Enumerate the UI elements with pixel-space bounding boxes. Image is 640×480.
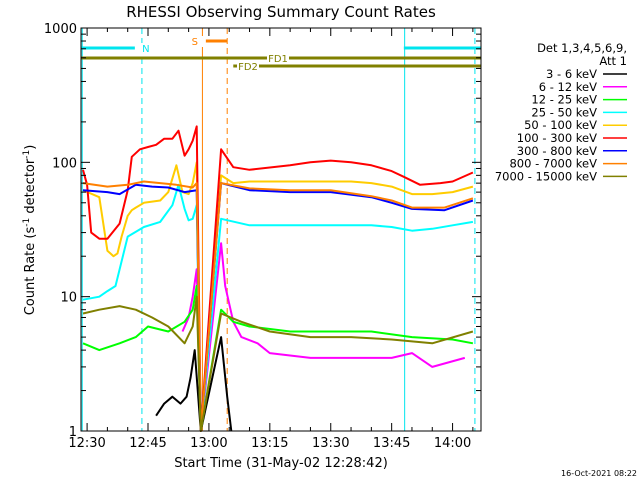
y-tick-label: 100: [52, 156, 77, 171]
y-tick-label: 1: [69, 425, 77, 440]
y-axis: 1 10 100 1000: [44, 22, 481, 440]
legend-label: 7000 - 15000 keV: [495, 169, 597, 183]
x-axis-label: Start Time (31-May-02 12:28:42): [174, 456, 388, 471]
series-line-3-6-kev: [155, 336, 233, 432]
flag-label-fd1: FD1: [268, 54, 288, 65]
y-tick-label: 10: [60, 291, 77, 306]
flag-label-n: N: [142, 44, 149, 55]
legend-label: 6 - 12 keV: [539, 80, 597, 94]
x-tick-label: 13:00: [190, 436, 227, 451]
legend-label: 25 - 50 keV: [531, 105, 597, 119]
series-line-100-300-kev: [82, 125, 474, 432]
y-axis-label: Count Rate (s-1 detector-1): [22, 145, 38, 316]
x-tick-label: 13:15: [251, 436, 288, 451]
x-tick-label: 14:00: [434, 436, 471, 451]
legend-title-line2: Att 1: [599, 54, 627, 68]
y-tick-label: 1000: [44, 22, 77, 37]
legend-label: 100 - 300 keV: [517, 131, 597, 145]
plot-area: N S FD1 FD2: [81, 28, 481, 432]
chart-title: RHESSI Observing Summary Count Rates: [126, 3, 436, 21]
series-line-800-7000-kev: [82, 180, 474, 432]
series-line-25-50-kev: [82, 183, 474, 432]
plot-frame: [80, 27, 482, 432]
legend-label: 12 - 25 keV: [531, 93, 597, 107]
timestamp: 16-Oct-2021 08:22: [561, 469, 637, 478]
series-line-6-12-kev: [181, 242, 466, 432]
series-line-50-100-kev: [82, 161, 474, 432]
legend-title-line1: Det 1,3,4,5,6,9,: [537, 41, 627, 55]
series-line-7000-15000-kev: [82, 295, 474, 432]
flag-label-bg-s: [183, 36, 206, 47]
x-tick-label: 12:45: [129, 436, 166, 451]
x-tick-label: 13:30: [312, 436, 349, 451]
flag-label-bg-fd1: [267, 53, 289, 64]
legend-label: 50 - 100 keV: [524, 118, 597, 132]
flag-label-fd2: FD2: [238, 62, 258, 73]
flag-label-bg-n: [134, 43, 157, 54]
legend-label: 800 - 7000 keV: [509, 157, 597, 171]
x-tick-label: 13:45: [373, 436, 410, 451]
legend-label: 3 - 6 keV: [546, 67, 597, 81]
x-tick-label: 12:30: [68, 436, 105, 451]
flag-label-bg-fd2: [237, 61, 259, 72]
flag-label-s: S: [192, 37, 198, 48]
x-axis: 12:30 12:45 13:00 13:15 13:30 13:45 14:00: [68, 28, 474, 451]
legend-label: 300 - 800 keV: [517, 144, 597, 158]
